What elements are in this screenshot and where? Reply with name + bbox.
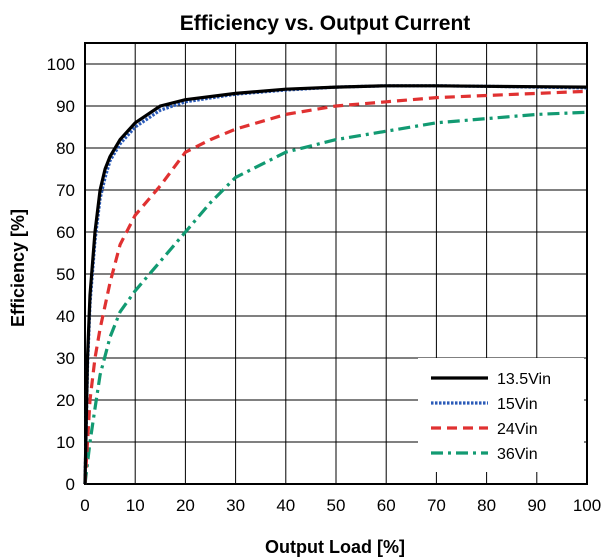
x-tick-label: 40: [276, 496, 295, 515]
legend: 13.5Vin 15Vin 24Vin 36Vin: [418, 358, 584, 472]
y-tick-label: 20: [56, 391, 75, 410]
x-tick-label: 30: [226, 496, 245, 515]
x-tick-label: 50: [327, 496, 346, 515]
series-line-15vin: [83, 84, 588, 485]
x-tick-label: 80: [477, 496, 496, 515]
y-axis-label: Efficiency [%]: [8, 209, 28, 327]
series-line-13-5vin: [83, 84, 588, 485]
y-tick-label: 70: [56, 181, 75, 200]
series-line-24vin: [83, 89, 588, 485]
legend-label: 15Vin: [497, 396, 538, 413]
y-tick-label: 30: [56, 349, 75, 368]
y-tick-label: 60: [56, 223, 75, 242]
y-axis-ticks: 0 10 20 30 40 50 60 70 80 90 100: [47, 55, 75, 494]
legend-label: 24Vin: [497, 421, 538, 438]
series-layer: [83, 84, 588, 485]
y-tick-label: 40: [56, 307, 75, 326]
x-tick-label: 90: [527, 496, 546, 515]
x-tick-label: 100: [573, 496, 601, 515]
legend-label: 13.5Vin: [497, 371, 551, 388]
x-tick-label: 60: [377, 496, 396, 515]
x-tick-label: 70: [427, 496, 446, 515]
x-axis-ticks: 0 10 20 30 40 50 60 70 80 90 100: [80, 496, 601, 515]
y-tick-label: 0: [66, 475, 75, 494]
x-axis-label: Output Load [%]: [265, 537, 405, 557]
x-tick-label: 10: [126, 496, 145, 515]
y-tick-label: 80: [56, 139, 75, 158]
x-tick-label: 20: [176, 496, 195, 515]
x-tick-label: 0: [80, 496, 89, 515]
y-tick-label: 100: [47, 55, 75, 74]
y-tick-label: 10: [56, 433, 75, 452]
y-tick-label: 90: [56, 97, 75, 116]
legend-label: 36Vin: [497, 446, 538, 463]
series-line-36vin: [83, 110, 588, 485]
chart-title: Efficiency vs. Output Current: [180, 12, 471, 35]
plot-frame: [84, 42, 588, 485]
y-tick-label: 50: [56, 265, 75, 284]
